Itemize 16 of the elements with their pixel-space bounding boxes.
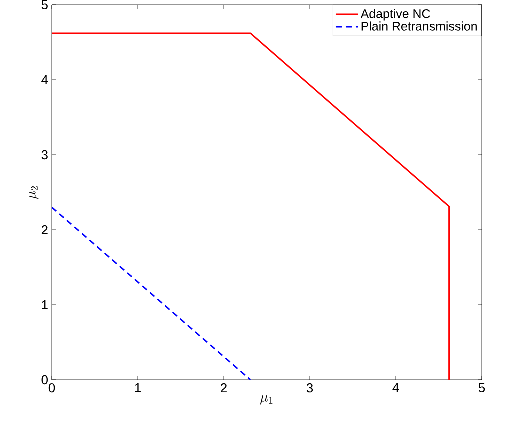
y-tick-label: 0 [42,375,48,385]
x-axis-title: $\mu_1$ [260,395,273,405]
x-tick-label: 3 [306,384,314,393]
x-tick-label: 0 [48,384,56,393]
y-tick-label: 4 [42,76,48,84]
y-tick-label: 2 [42,225,48,235]
y-tick-label: 1 [42,300,48,310]
y-tick-label: 3 [42,150,48,160]
x-tick-label: 5 [478,384,486,393]
y-tick-label: 5 [42,0,48,10]
y-axis-title: $\mu_2$ [29,186,39,200]
x-tick-label: 1 [135,384,141,392]
legend-label: Adaptive NC [360,9,430,21]
legend-label: Plain Retransmission [362,22,477,31]
x-tick-label: 2 [221,384,227,393]
x-tick-label: 4 [392,384,400,392]
